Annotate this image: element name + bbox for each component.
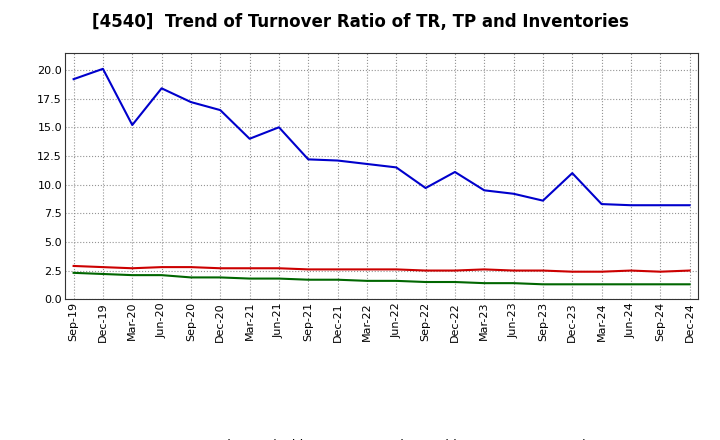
Trade Payables — [451, 169, 459, 175]
Inventories — [69, 270, 78, 275]
Trade Payables — [509, 191, 518, 196]
Inventories — [421, 279, 430, 285]
Trade Payables — [186, 99, 195, 105]
Trade Receivables — [333, 267, 342, 272]
Trade Payables — [626, 202, 635, 208]
Trade Receivables — [568, 269, 577, 274]
Inventories — [685, 282, 694, 287]
Inventories — [626, 282, 635, 287]
Trade Receivables — [363, 267, 372, 272]
Trade Payables — [128, 122, 137, 128]
Inventories — [451, 279, 459, 285]
Inventories — [480, 281, 489, 286]
Trade Receivables — [304, 267, 312, 272]
Inventories — [333, 277, 342, 282]
Inventories — [509, 281, 518, 286]
Trade Payables — [598, 202, 606, 207]
Trade Receivables — [656, 269, 665, 274]
Trade Payables — [363, 161, 372, 167]
Trade Receivables — [451, 268, 459, 273]
Inventories — [186, 275, 195, 280]
Inventories — [246, 276, 254, 281]
Trade Payables — [421, 185, 430, 191]
Legend: Trade Receivables, Trade Payables, Inventories: Trade Receivables, Trade Payables, Inven… — [157, 433, 606, 440]
Inventories — [128, 272, 137, 278]
Trade Receivables — [246, 266, 254, 271]
Inventories — [656, 282, 665, 287]
Trade Payables — [333, 158, 342, 163]
Inventories — [598, 282, 606, 287]
Inventories — [157, 272, 166, 278]
Trade Payables — [274, 125, 283, 130]
Trade Receivables — [626, 268, 635, 273]
Inventories — [392, 278, 400, 283]
Trade Payables — [246, 136, 254, 141]
Inventories — [274, 276, 283, 281]
Trade Payables — [480, 188, 489, 193]
Trade Receivables — [509, 268, 518, 273]
Trade Receivables — [274, 266, 283, 271]
Trade Receivables — [392, 267, 400, 272]
Trade Receivables — [69, 263, 78, 268]
Trade Payables — [69, 77, 78, 82]
Trade Payables — [392, 165, 400, 170]
Inventories — [304, 277, 312, 282]
Trade Payables — [304, 157, 312, 162]
Trade Receivables — [216, 266, 225, 271]
Trade Payables — [568, 170, 577, 176]
Line: Trade Receivables: Trade Receivables — [73, 266, 690, 271]
Trade Receivables — [685, 268, 694, 273]
Trade Payables — [216, 107, 225, 113]
Line: Trade Payables: Trade Payables — [73, 69, 690, 205]
Inventories — [568, 282, 577, 287]
Trade Receivables — [99, 264, 107, 270]
Inventories — [99, 271, 107, 277]
Line: Inventories: Inventories — [73, 273, 690, 284]
Trade Payables — [539, 198, 547, 203]
Trade Payables — [656, 202, 665, 208]
Inventories — [539, 282, 547, 287]
Text: [4540]  Trend of Turnover Ratio of TR, TP and Inventories: [4540] Trend of Turnover Ratio of TR, TP… — [91, 13, 629, 31]
Trade Receivables — [128, 266, 137, 271]
Trade Receivables — [598, 269, 606, 274]
Inventories — [363, 278, 372, 283]
Trade Payables — [685, 202, 694, 208]
Trade Receivables — [480, 267, 489, 272]
Trade Payables — [157, 86, 166, 91]
Trade Receivables — [539, 268, 547, 273]
Trade Payables — [99, 66, 107, 71]
Trade Receivables — [157, 264, 166, 270]
Trade Receivables — [186, 264, 195, 270]
Trade Receivables — [421, 268, 430, 273]
Inventories — [216, 275, 225, 280]
